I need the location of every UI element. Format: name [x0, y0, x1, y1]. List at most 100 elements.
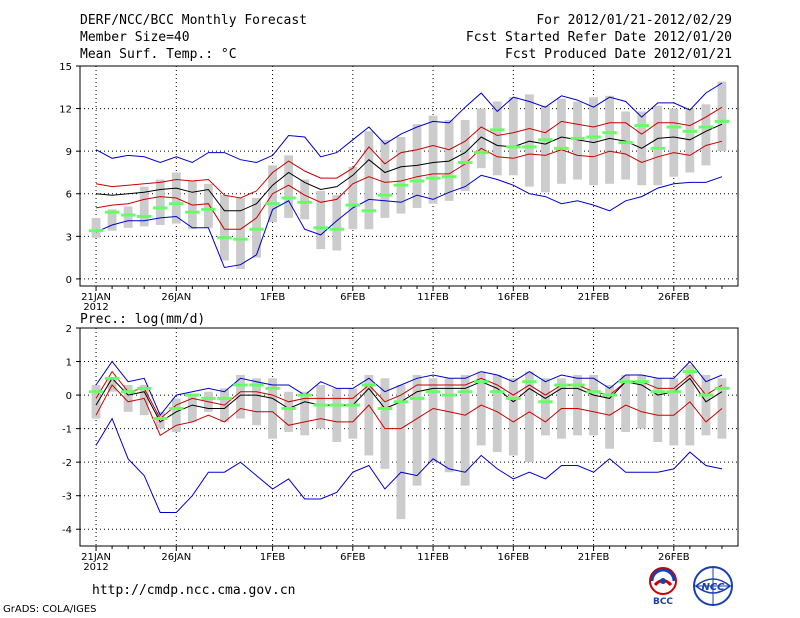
ensemble-box	[380, 378, 390, 469]
median-marker	[233, 237, 248, 241]
bcc-logo-text: BCC	[653, 597, 673, 606]
ensemble-box	[332, 388, 342, 443]
median-marker	[249, 227, 264, 231]
median-marker	[136, 386, 152, 390]
median-marker	[522, 380, 537, 384]
x-tick-label: 16FEB	[497, 292, 529, 303]
median-marker	[650, 390, 665, 394]
source-url[interactable]: http://cmdp.ncc.cma.gov.cn	[92, 583, 296, 598]
ncc-logo-text: NCC	[701, 582, 725, 593]
median-marker	[201, 396, 216, 400]
ensemble-box	[589, 97, 598, 186]
ensemble-box	[573, 101, 582, 180]
series-upper-line	[95, 106, 723, 199]
x-tick-label: 1FEB	[260, 552, 285, 563]
median-marker	[618, 141, 633, 145]
ensemble-box	[492, 374, 502, 453]
x-tick-label: 21JAN	[81, 292, 111, 303]
median-marker	[698, 125, 714, 129]
ensemble-box	[573, 374, 582, 436]
median-marker	[153, 206, 168, 210]
median-marker	[441, 393, 457, 397]
forecast-period-label: For 2012/01/21-2012/02/29	[536, 13, 732, 28]
ensemble-box	[557, 98, 566, 184]
median-marker	[602, 131, 617, 135]
median-marker	[313, 403, 328, 407]
median-marker	[136, 214, 152, 218]
ensemble-box	[123, 206, 133, 228]
series-max-line	[95, 360, 723, 417]
series-min-line	[95, 417, 723, 513]
bcc-logo-icon: BCC	[649, 567, 677, 606]
x-year-label: 2012	[83, 302, 108, 313]
grads-credit: GrADS: COLA/IGES	[3, 604, 97, 615]
ensemble-box	[284, 391, 294, 432]
median-marker	[602, 393, 617, 397]
x-tick-label: 26FEB	[658, 552, 690, 563]
ensemble-box	[91, 217, 101, 238]
ensemble-box	[476, 108, 486, 169]
ensemble-box	[236, 198, 245, 269]
median-marker	[361, 209, 377, 213]
series-lower-line	[95, 140, 723, 230]
median-marker	[361, 383, 377, 387]
median-marker	[457, 161, 473, 165]
ensemble-box	[524, 94, 534, 187]
median-marker	[634, 380, 649, 384]
y-tick-label: 2	[66, 324, 72, 335]
median-marker	[490, 128, 505, 132]
y-tick-label: 3	[66, 232, 72, 243]
variable-label-temp: Mean Surf. Temp.: °C	[80, 47, 237, 62]
median-marker	[618, 380, 633, 384]
median-marker	[666, 125, 682, 129]
median-marker	[297, 393, 312, 397]
plot-frame	[79, 327, 739, 547]
median-marker	[377, 406, 393, 410]
ensemble-box	[685, 364, 695, 446]
median-marker	[441, 175, 457, 179]
member-size-label: Member Size=40	[80, 30, 190, 45]
chart-panel-1: 0 3 6 9 12 15 21JAN 26JAN 1FEB 6FEB 11FEB 16FEB 21FE…	[59, 62, 739, 313]
x-tick-label: 16FEB	[497, 552, 529, 563]
y-tick-label: -3	[62, 492, 72, 503]
series-min-line	[95, 174, 723, 269]
ensemble-box	[139, 186, 149, 227]
median-marker	[714, 119, 730, 123]
series-mean-line	[95, 377, 723, 423]
median-marker	[538, 138, 553, 142]
ensemble-box	[348, 388, 358, 439]
series-max-line	[95, 82, 723, 164]
ensemble-box	[155, 179, 165, 225]
median-marker	[522, 145, 537, 149]
median-marker	[104, 376, 120, 380]
median-marker	[409, 396, 425, 400]
ensemble-box	[444, 378, 454, 473]
x-tick-label: 1FEB	[260, 292, 285, 303]
ensemble-box	[396, 136, 406, 214]
x-tick-label: 6FEB	[340, 552, 365, 563]
median-marker	[201, 207, 216, 211]
ensemble-box	[460, 374, 470, 486]
x-tick-label: 11FEB	[417, 552, 449, 563]
median-marker	[425, 176, 441, 180]
median-marker	[538, 400, 553, 404]
median-marker	[153, 417, 168, 421]
median-marker	[217, 236, 232, 240]
median-marker	[570, 383, 585, 387]
ensemble-box	[171, 398, 181, 432]
median-marker	[457, 390, 473, 394]
ensemble-box	[685, 108, 695, 173]
median-marker	[506, 396, 521, 400]
median-marker	[88, 390, 104, 394]
median-marker	[409, 179, 425, 183]
median-marker	[345, 203, 361, 207]
x-tick-label: 11FEB	[417, 292, 449, 303]
median-marker	[185, 393, 200, 397]
median-marker	[249, 383, 264, 387]
x-tick-label: 6FEB	[340, 292, 365, 303]
ensemble-box	[187, 395, 197, 422]
median-marker	[345, 403, 361, 407]
y-tick-label: 12	[59, 105, 72, 116]
median-marker	[281, 406, 296, 410]
